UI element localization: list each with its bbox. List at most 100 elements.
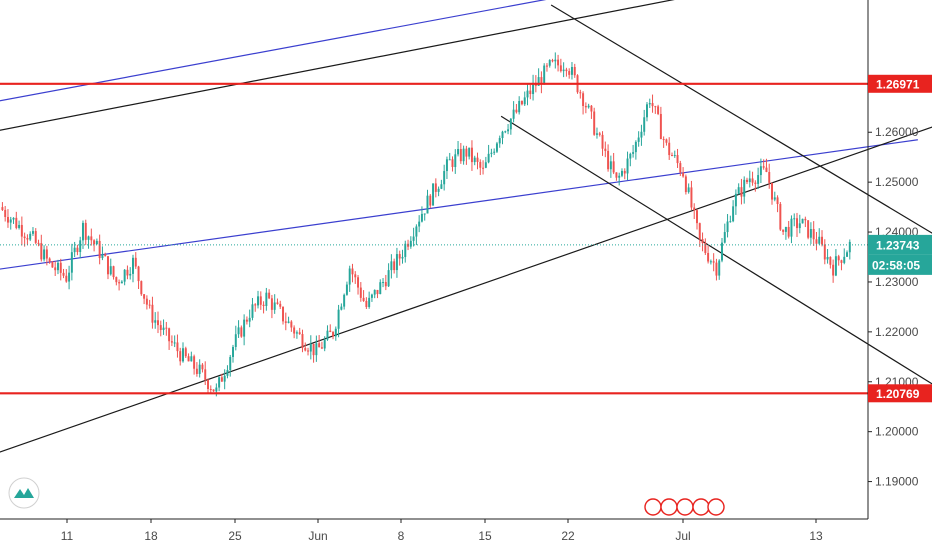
candle-body xyxy=(840,260,843,263)
time-tick-label: 13 xyxy=(809,529,823,543)
trend-line[interactable] xyxy=(0,139,918,276)
countdown-tag-label: 02:58:05 xyxy=(872,258,920,272)
candle-body xyxy=(615,172,618,178)
candle-body xyxy=(532,82,535,95)
candle-body xyxy=(457,149,460,155)
candle-body xyxy=(484,162,487,168)
price-tags: 1.26971 1.20769 1.23743 02:58:05 xyxy=(868,74,932,403)
candle-body xyxy=(31,231,34,234)
candle-body xyxy=(395,254,398,271)
candle-body xyxy=(154,320,157,323)
candle-body xyxy=(404,243,407,257)
candle-body xyxy=(270,298,273,310)
candle-body xyxy=(409,240,412,247)
candle-body xyxy=(565,69,568,72)
horizontal-levels xyxy=(0,82,868,395)
candle-body xyxy=(573,67,576,76)
candle-body xyxy=(712,261,715,263)
candle-body xyxy=(707,252,710,262)
candle-body xyxy=(4,209,7,217)
candle-body xyxy=(56,262,59,271)
candle-body xyxy=(370,294,373,298)
trend-line[interactable] xyxy=(550,4,932,245)
candle-body xyxy=(287,321,290,323)
candle-body xyxy=(537,77,540,86)
candle-body xyxy=(340,306,343,310)
candle-body xyxy=(51,261,54,268)
candle-body xyxy=(515,109,518,113)
time-tick-label: 15 xyxy=(478,529,492,543)
candle-body xyxy=(598,133,601,135)
candle-body xyxy=(282,306,285,322)
candle-body xyxy=(723,232,726,243)
candle-body xyxy=(612,161,615,173)
candle-body xyxy=(307,350,310,352)
time-axis[interactable]: 11 18 25 Jun 8 15 22 Jul 13 xyxy=(61,519,823,543)
candle-body xyxy=(54,267,57,271)
candle-body xyxy=(201,364,204,370)
candle-body xyxy=(543,65,546,85)
candle-body xyxy=(504,131,507,133)
level-price-tag xyxy=(868,384,932,403)
candle-body xyxy=(815,239,818,244)
candle-body xyxy=(526,90,529,98)
candle-body xyxy=(465,148,468,157)
candle-body xyxy=(432,183,435,206)
candle-body xyxy=(134,257,137,267)
candle-body xyxy=(759,166,762,176)
candle-body xyxy=(423,213,426,215)
candle-body xyxy=(601,134,604,149)
candle-body xyxy=(726,221,729,233)
tradingview-logo-icon[interactable] xyxy=(8,477,40,509)
candle-body xyxy=(507,129,510,132)
candle-body xyxy=(579,92,582,94)
candle-body xyxy=(195,368,198,374)
candle-body xyxy=(157,320,159,326)
candle-body xyxy=(501,131,504,139)
candle-body xyxy=(65,275,68,282)
time-tick-label: 11 xyxy=(61,529,74,543)
candle-body xyxy=(329,330,332,333)
candle-body xyxy=(148,304,151,306)
candle-body xyxy=(518,100,521,113)
candle-body xyxy=(846,252,849,257)
candle-body xyxy=(59,262,62,273)
candle-body xyxy=(337,309,340,329)
trend-line[interactable] xyxy=(0,0,684,140)
candle-body xyxy=(748,178,751,183)
candle-body xyxy=(834,256,837,276)
candle-body xyxy=(476,157,479,162)
candle-body xyxy=(684,176,687,193)
candle-body xyxy=(654,106,657,108)
price-tick-label: 1.20000 xyxy=(875,425,919,439)
trend-line[interactable] xyxy=(0,109,932,469)
economic-events-icons[interactable] xyxy=(644,498,725,516)
candle-body xyxy=(95,240,98,245)
candle-body xyxy=(218,377,221,388)
trend-line[interactable] xyxy=(500,115,932,395)
candle-body xyxy=(604,148,607,151)
candle-body xyxy=(179,351,182,362)
candle-body xyxy=(826,256,829,260)
candle-body xyxy=(823,244,826,260)
time-tick-label: 22 xyxy=(561,529,575,543)
candle-body xyxy=(193,356,196,369)
candle-body xyxy=(387,270,390,287)
candle-body xyxy=(540,77,543,85)
current-price-tag-label: 1.23743 xyxy=(876,238,920,252)
candle-body xyxy=(773,197,776,200)
candle-body xyxy=(709,261,712,263)
price-tick-label: 1.26000 xyxy=(875,125,919,139)
candle-body xyxy=(557,59,560,66)
candle-body xyxy=(190,356,193,362)
trend-line[interactable] xyxy=(0,0,551,110)
candle-body xyxy=(776,197,779,204)
level-price-tag xyxy=(868,74,932,93)
candle-body xyxy=(623,170,626,174)
candle-body xyxy=(529,90,532,95)
event-flag-icon xyxy=(676,498,694,516)
candle-body xyxy=(487,153,490,163)
candle-body xyxy=(254,304,257,306)
candle-body xyxy=(818,236,821,244)
